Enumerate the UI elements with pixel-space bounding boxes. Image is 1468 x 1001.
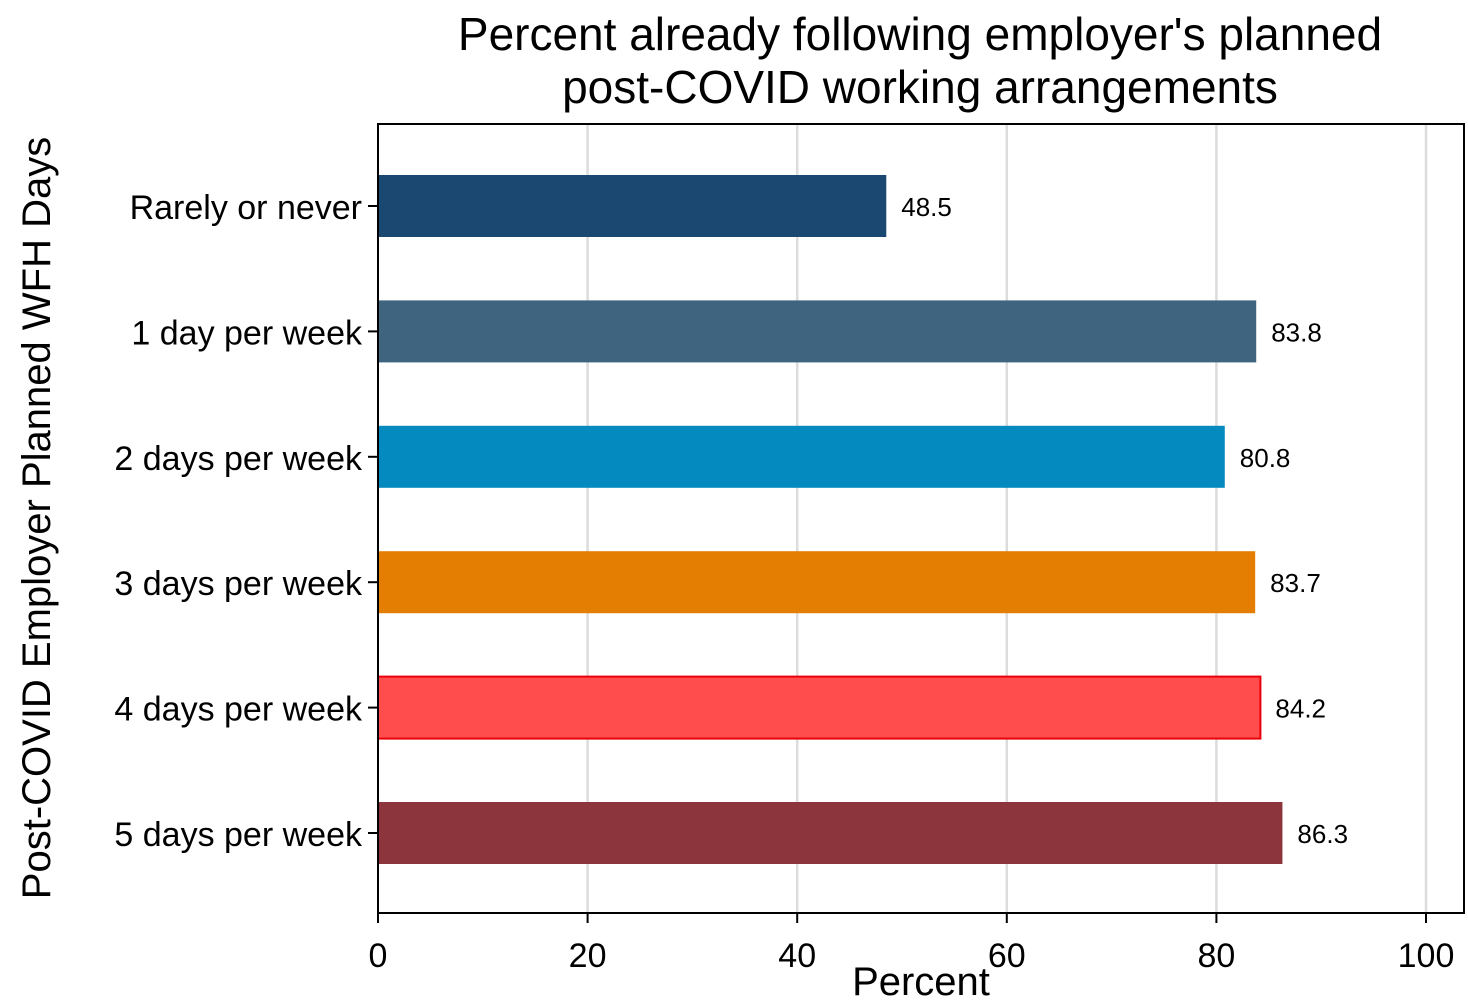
bar-value-label: 84.2	[1275, 694, 1326, 724]
chart-title-line-2: post-COVID working arrangements	[562, 61, 1278, 113]
category-label: 4 days per week	[114, 691, 363, 729]
category-labels: Rarely or never 1 day per week 2 days per …	[114, 189, 378, 854]
bar-value-label: 83.8	[1271, 317, 1322, 347]
x-tick-label: 40	[778, 937, 816, 975]
gridlines	[586, 124, 1428, 913]
x-axis-label: Percent	[852, 960, 990, 1001]
bar-value-label: 48.5	[901, 192, 952, 222]
bar	[378, 425, 1225, 488]
x-tick-label: 100	[1398, 937, 1455, 975]
bars	[377, 175, 1283, 864]
data-labels: 48.5 83.8 80.8 83.7 84.2 86.3	[901, 192, 1348, 849]
x-tick-label: 60	[988, 937, 1026, 975]
plot-frame	[377, 123, 1465, 914]
bar	[378, 300, 1257, 363]
x-tick-label: 20	[569, 937, 607, 975]
bar-value-label: 83.7	[1270, 568, 1321, 598]
x-tick-label: 0	[369, 937, 388, 975]
category-label: 5 days per week	[114, 816, 363, 854]
bar	[377, 675, 1262, 740]
category-label: Rarely or never	[130, 189, 362, 227]
y-axis-label: Post-COVID Employer Planned WFH Days	[15, 137, 59, 899]
category-label: 2 days per week	[114, 440, 363, 478]
category-label: 3 days per week	[114, 565, 363, 603]
bar-value-label: 80.8	[1240, 443, 1291, 473]
x-tick-label: 80	[1197, 937, 1235, 975]
bar-value-label: 86.3	[1297, 819, 1348, 849]
category-label: 1 day per week	[131, 314, 363, 352]
bar	[378, 802, 1283, 864]
chart-title-line-1: Percent already following employer's pla…	[458, 8, 1382, 60]
bar	[378, 175, 887, 237]
bar	[378, 551, 1256, 614]
x-tick-labels: 0 20 40 60 80 100	[369, 913, 1455, 975]
